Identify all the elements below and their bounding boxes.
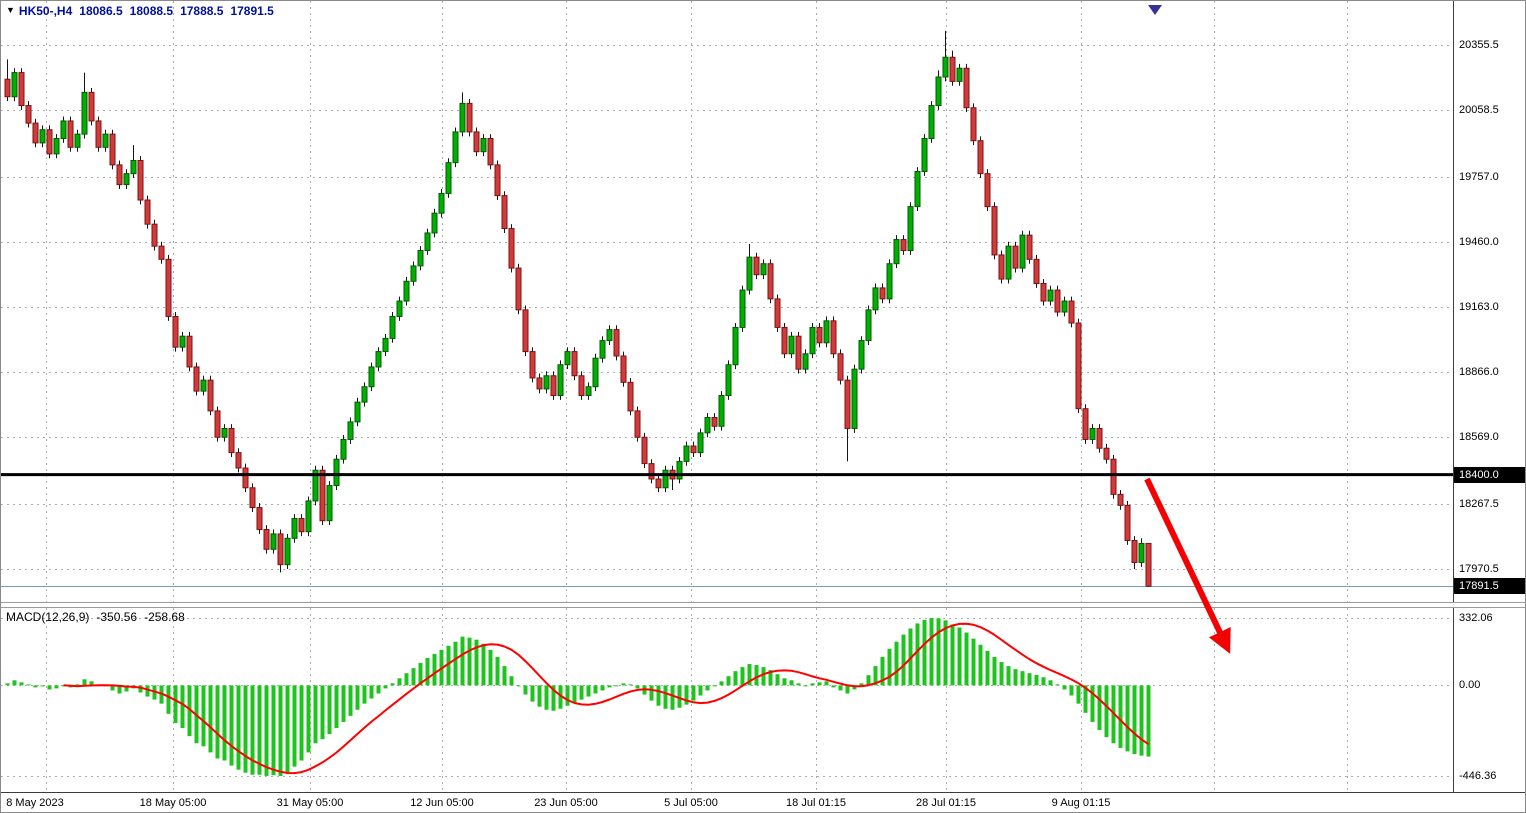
time-axis-label: 18 Jul 01:15 — [786, 797, 846, 809]
quote-low: 17888.5 — [180, 4, 224, 18]
macd-histogram — [5, 617, 1151, 776]
price-chart-panel[interactable]: ▼ HK50-,H4 18086.5 18088.5 17888.5 17891.5 — [1, 1, 1453, 602]
macd-signal-line — [63, 622, 1150, 775]
time-axis[interactable]: 8 May 2023 18 May 05:00 31 May 05:00 12 Jun… — [1, 792, 1525, 812]
price-axis-label: 19460.0 — [1459, 235, 1499, 248]
symbol-name: HK50-,H4 — [18, 4, 73, 18]
bid-price-tag: 17891.5 — [1454, 578, 1525, 595]
symbol-ohlc-label: ▼ HK50-,H4 18086.5 18088.5 17888.5 17891.5 — [6, 4, 281, 18]
macd-main-value: -350.56 — [96, 610, 138, 624]
price-axis-label: 20355.5 — [1459, 39, 1499, 52]
price-axis-label: 19757.0 — [1459, 170, 1499, 183]
panel-splitter[interactable] — [1, 602, 1525, 608]
macd-axis-label: 0.00 — [1459, 679, 1481, 692]
macd-chart-svg[interactable] — [1, 608, 1453, 792]
time-axis-label: 9 Aug 01:15 — [1051, 797, 1111, 809]
chart-shift-marker-icon[interactable] — [1148, 5, 1162, 15]
price-chart-svg[interactable] — [1, 1, 1453, 602]
price-axis-label: 19163.0 — [1459, 300, 1499, 313]
macd-panel[interactable]: MACD(12,26,9) -350.56 -258.68 — [1, 608, 1453, 792]
price-axis-label: 18267.5 — [1459, 497, 1499, 510]
macd-name: MACD(12,26,9) — [6, 610, 90, 624]
macd-axis-label: -446.36 — [1459, 770, 1497, 783]
quote-high: 18088.5 — [129, 4, 174, 18]
chart-dropdown-icon[interactable]: ▼ — [6, 5, 15, 15]
hline-price-tag: 18400.0 — [1454, 466, 1525, 483]
price-axis-label: 18866.0 — [1459, 366, 1499, 379]
time-axis-label: 31 May 05:00 — [276, 797, 344, 809]
quote-open: 18086.5 — [79, 4, 123, 18]
macd-axis-label: 332.06 — [1459, 611, 1493, 624]
candles — [4, 30, 1152, 587]
price-axis[interactable]: 20355.5 20058.5 19757.0 19460.0 19163.0 18866… — [1453, 1, 1525, 792]
price-axis-label: 18569.0 — [1459, 431, 1499, 444]
price-axis-label: 17970.5 — [1459, 562, 1499, 575]
time-axis-label: 5 Jul 05:00 — [664, 797, 718, 809]
price-axis-label: 20058.5 — [1459, 104, 1499, 117]
quote-close: 17891.5 — [230, 4, 274, 18]
time-axis-label: 28 Jul 01:15 — [916, 797, 976, 809]
time-axis-label: 18 May 05:00 — [139, 797, 207, 809]
time-axis-label: 12 Jun 05:00 — [410, 797, 474, 809]
time-axis-label: 23 Jun 05:00 — [534, 797, 598, 809]
time-axis-label: 8 May 2023 — [6, 797, 64, 809]
macd-signal-value: -258.68 — [144, 610, 185, 624]
macd-indicator-label: MACD(12,26,9) -350.56 -258.68 — [6, 610, 192, 624]
